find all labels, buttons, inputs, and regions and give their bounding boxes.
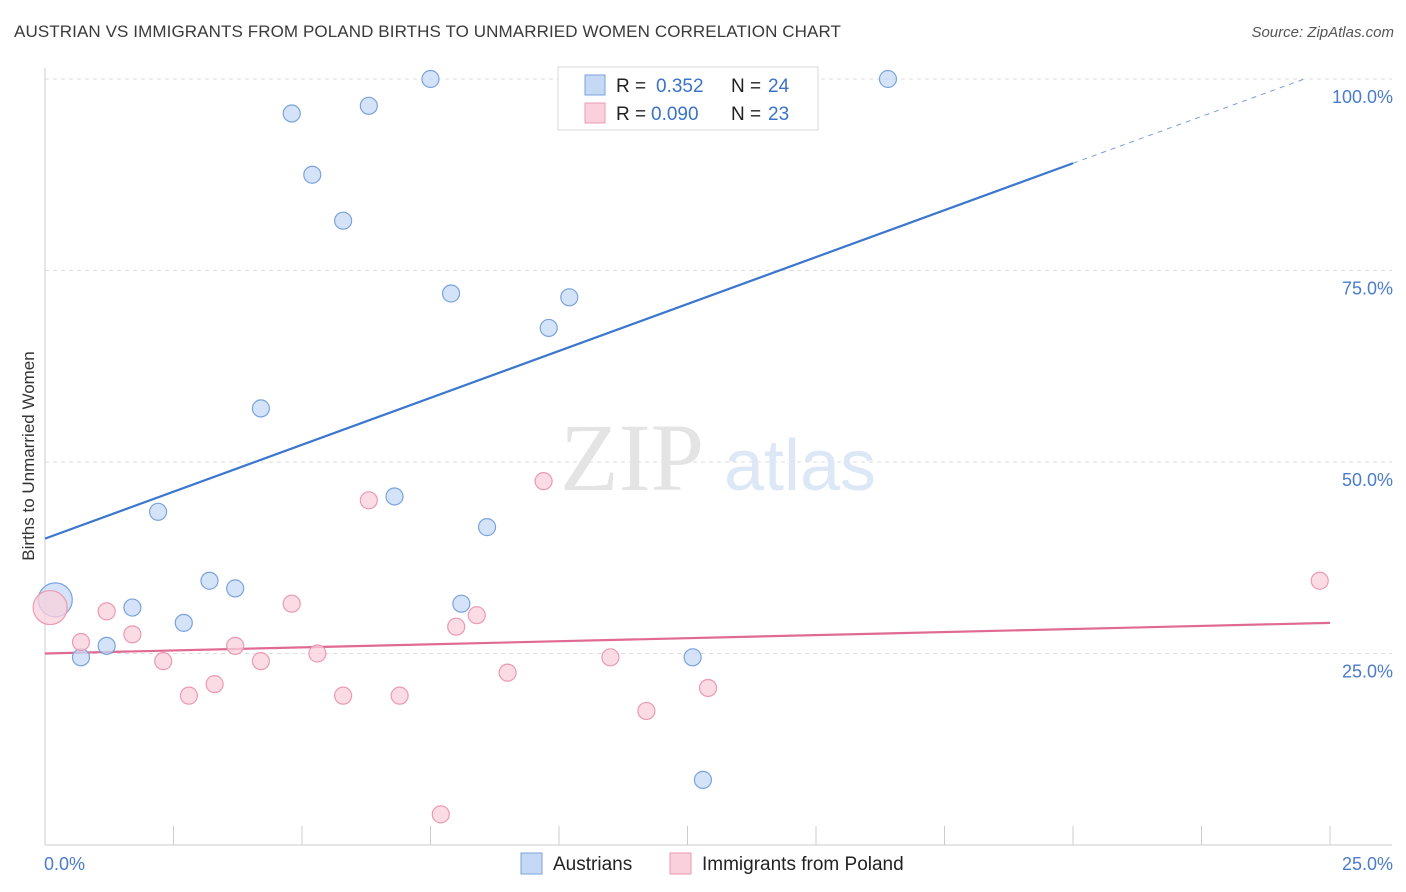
point-poland bbox=[123, 625, 142, 644]
point-austrians bbox=[878, 69, 898, 89]
point-poland bbox=[359, 491, 378, 510]
point-austrians bbox=[693, 770, 713, 789]
trend-line-austrians bbox=[44, 162, 1074, 540]
legend-box: R = 0.352 N = 24 R = 0.090 N = 23 bbox=[557, 66, 819, 131]
bottom-legend-austrians: Austrians bbox=[553, 854, 632, 875]
point-poland bbox=[179, 686, 199, 705]
point-poland bbox=[308, 644, 327, 663]
point-austrians bbox=[359, 96, 378, 115]
point-austrians bbox=[251, 399, 270, 418]
y-tick-label: 100.0% bbox=[1332, 87, 1393, 107]
point-austrians bbox=[148, 502, 168, 521]
point-austrians bbox=[421, 69, 440, 89]
bottom-legend-swatch-austrians bbox=[520, 852, 543, 875]
bottom-legend: Austrians Immigrants from Poland bbox=[520, 852, 904, 875]
legend-r-label: R = bbox=[616, 76, 646, 97]
point-austrians bbox=[282, 104, 301, 123]
point-austrians bbox=[334, 211, 353, 230]
trend-line-poland bbox=[44, 621, 1331, 655]
legend-r-value: 0.352 bbox=[656, 76, 704, 97]
point-poland bbox=[534, 472, 553, 491]
point-austrians bbox=[200, 571, 219, 590]
point-austrians bbox=[477, 518, 497, 537]
legend-n-label: N = bbox=[731, 76, 761, 97]
grid bbox=[45, 78, 1392, 654]
y-tick-label: 25.0% bbox=[1342, 662, 1393, 682]
point-austrians bbox=[441, 284, 461, 303]
point-austrians bbox=[452, 594, 471, 613]
watermark: ZIP atlas bbox=[560, 404, 876, 511]
trend-lines bbox=[44, 78, 1331, 655]
point-austrians bbox=[97, 636, 116, 655]
point-poland bbox=[390, 686, 409, 705]
source-credit: Source: ZipAtlas.com bbox=[1251, 24, 1394, 41]
watermark-zip: ZIP bbox=[560, 404, 704, 511]
point-austrians bbox=[560, 288, 579, 307]
point-poland bbox=[467, 606, 486, 625]
point-poland bbox=[637, 701, 656, 721]
legend-n-label: N = bbox=[731, 104, 761, 125]
point-austrians bbox=[683, 648, 702, 667]
point-poland bbox=[447, 617, 466, 636]
legend-swatch-austrians bbox=[584, 74, 606, 96]
legend-r-value: 0.090 bbox=[651, 104, 699, 125]
point-austrians bbox=[226, 579, 245, 598]
x-tick-label: 0.0% bbox=[44, 854, 85, 874]
trend-line-austrians-extension bbox=[1072, 78, 1305, 164]
point-austrians bbox=[303, 165, 322, 184]
legend-n-value: 24 bbox=[768, 76, 790, 97]
point-poland bbox=[1310, 571, 1329, 590]
y-tick-label: 75.0% bbox=[1342, 279, 1393, 299]
point-poland bbox=[226, 636, 245, 655]
point-poland bbox=[97, 602, 116, 621]
watermark-atlas: atlas bbox=[724, 426, 876, 506]
point-poland bbox=[154, 652, 173, 671]
y-tick-label: 50.0% bbox=[1342, 470, 1393, 490]
axes: 25.0% 50.0% 75.0% 100.0% 0.0% 25.0% bbox=[44, 68, 1393, 874]
point-poland bbox=[334, 686, 353, 705]
legend-n-value: 23 bbox=[768, 104, 789, 125]
y-axis-label: Births to Unmarried Women bbox=[19, 351, 38, 560]
legend-r-label: R = bbox=[616, 104, 646, 125]
point-austrians bbox=[174, 613, 193, 632]
point-austrians bbox=[539, 318, 558, 338]
chart-title: AUSTRIAN VS IMMIGRANTS FROM POLAND BIRTH… bbox=[14, 22, 842, 41]
point-poland bbox=[282, 594, 301, 613]
bottom-legend-swatch-poland bbox=[669, 852, 692, 875]
point-poland bbox=[431, 805, 450, 824]
point-poland bbox=[205, 675, 224, 694]
legend-swatch-poland bbox=[584, 102, 606, 124]
point-poland bbox=[601, 648, 620, 667]
point-poland bbox=[71, 632, 91, 652]
bottom-legend-poland: Immigrants from Poland bbox=[702, 854, 904, 875]
point-austrians bbox=[71, 648, 91, 667]
point-poland bbox=[251, 652, 270, 671]
x-tick-label: 25.0% bbox=[1342, 854, 1393, 874]
point-austrians bbox=[385, 487, 404, 506]
point-austrians bbox=[123, 598, 142, 617]
point-poland bbox=[32, 589, 68, 626]
data-points bbox=[32, 69, 1329, 824]
point-poland bbox=[698, 678, 718, 698]
point-poland bbox=[498, 663, 517, 682]
